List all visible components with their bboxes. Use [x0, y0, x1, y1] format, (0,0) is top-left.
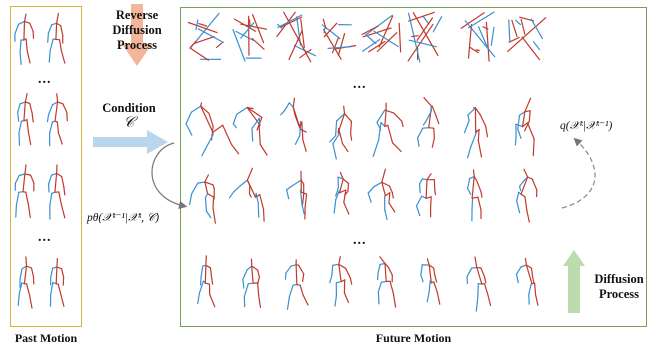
reverse-step-arrow: [151, 142, 188, 209]
past-ellipsis-top: ...: [38, 72, 52, 87]
condition-arrow: [93, 130, 168, 154]
condition-label: Condition 𝒞: [102, 101, 156, 131]
past-skeletons: [14, 12, 68, 309]
diffusion-label: Diffusion Process: [594, 272, 644, 301]
past-motion-caption: Past Motion: [14, 331, 78, 345]
forward-step-formula: q(𝒳ᵏ|𝒳ᵏ⁻¹): [560, 120, 613, 132]
past-ellipsis-bottom: ...: [38, 230, 52, 245]
future-motion-caption: Future Motion: [375, 331, 452, 345]
reverse-step-formula: pθ(𝒳ᵏ⁻¹|𝒳ᵏ, 𝒞): [87, 212, 160, 224]
future-ellipsis-top: ...: [353, 77, 367, 92]
forward-step-arrow: [561, 137, 596, 209]
future-motion-panel: [180, 7, 647, 327]
reverse-diffusion-label: Reverse Diffusion Process: [112, 8, 162, 52]
diffusion-arrow: [563, 250, 585, 313]
future-skeletons: [185, 11, 547, 312]
future-ellipsis-bottom: ...: [353, 233, 367, 248]
reverse-diffusion-arrow: [122, 4, 152, 66]
past-motion-panel: [10, 6, 82, 327]
